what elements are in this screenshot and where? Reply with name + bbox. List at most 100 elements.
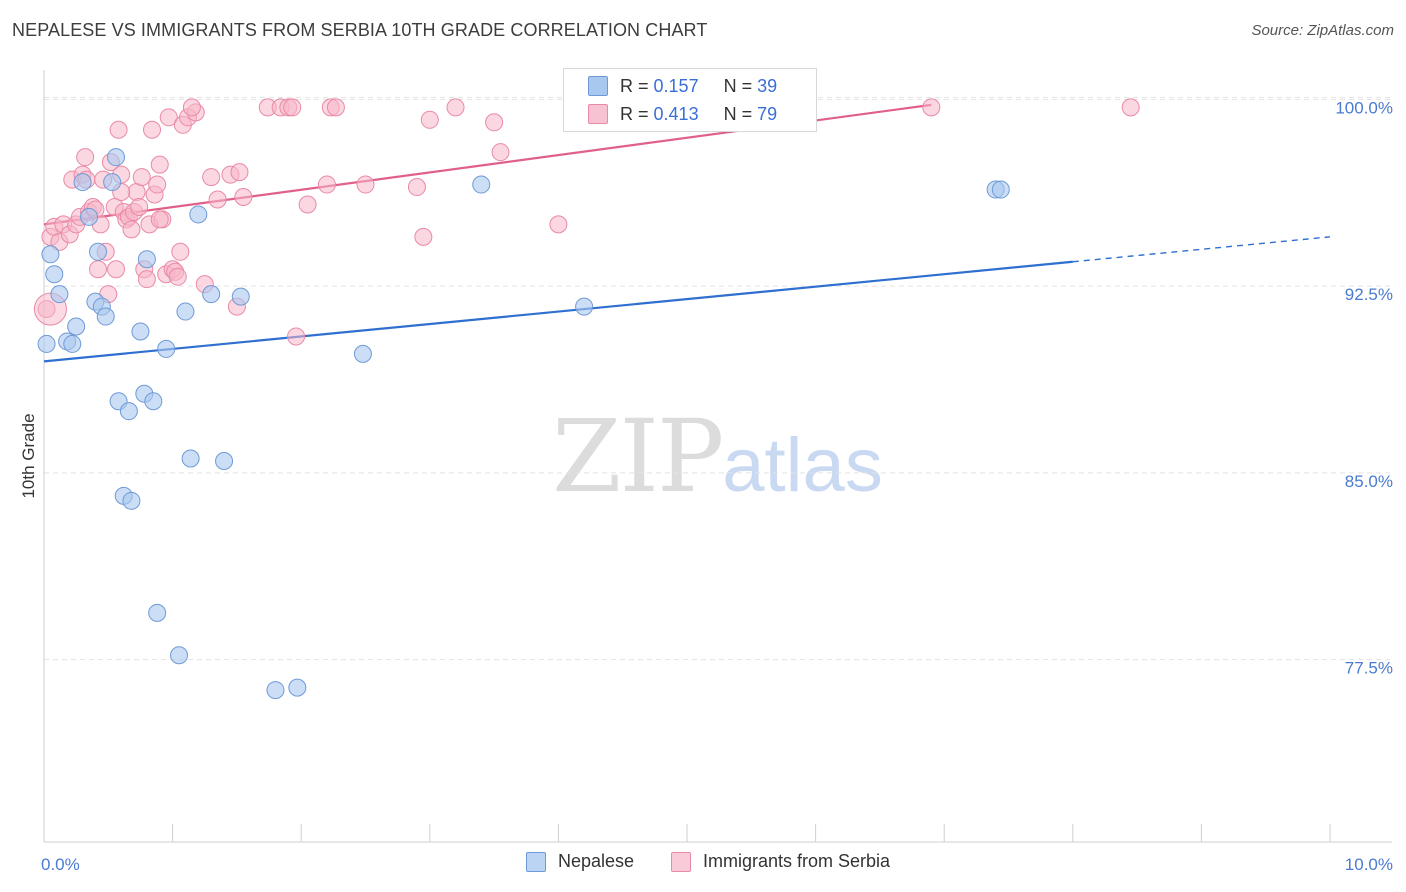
n-label: N = — [723, 103, 753, 124]
nepalese-point — [37, 334, 56, 353]
r-value: 0.157 — [653, 75, 699, 96]
nepalese-point — [144, 392, 163, 411]
nepalese-point — [472, 175, 491, 194]
watermark-atlas: atlas — [722, 423, 883, 508]
source-label: Source: ZipAtlas.com — [1251, 22, 1394, 39]
bottom-legend: Nepalese Immigrants from Serbia — [0, 851, 1406, 877]
axes — [43, 70, 1392, 843]
nepalese-point — [202, 285, 221, 304]
nepalese-point — [176, 302, 195, 321]
n-value: 79 — [757, 103, 778, 124]
serbia-point — [171, 242, 190, 261]
serbia-point — [130, 197, 149, 216]
serbia-point — [182, 98, 201, 117]
y-tick-label: 85.0% — [1345, 472, 1393, 491]
serbia-point — [326, 98, 345, 117]
serbia-point — [76, 148, 95, 167]
r-label: R = — [620, 103, 649, 124]
legend-item-serbia[interactable]: Immigrants from Serbia — [671, 851, 890, 872]
y-tick-label: 92.5% — [1345, 285, 1393, 304]
r-value: 0.413 — [653, 103, 699, 124]
serbia-point — [230, 163, 249, 182]
nepalese-point — [103, 173, 122, 192]
legend-nepalese-label: Nepalese — [558, 851, 635, 871]
serbia-point — [446, 98, 465, 117]
nepalese-point — [73, 173, 92, 192]
nepalese-point — [96, 307, 115, 326]
nepalese-point — [266, 681, 285, 700]
nepalese-point — [575, 297, 594, 316]
serbia-point — [208, 190, 227, 209]
serbia-point — [549, 215, 568, 234]
n-label: N = — [723, 75, 753, 96]
nepalese-point — [50, 285, 69, 304]
nepalese-point — [45, 265, 64, 284]
serbia-point — [202, 168, 221, 187]
serbia-swatch — [588, 104, 608, 124]
nepalese-trend-line — [43, 260, 1073, 363]
serbia-point — [414, 227, 433, 246]
nepalese-point — [67, 317, 86, 336]
nepalese-point — [353, 344, 372, 363]
y-tick-label: 77.5% — [1345, 659, 1393, 678]
chart-title: NEPALESE VS IMMIGRANTS FROM SERBIA 10TH … — [12, 20, 708, 40]
trend-lines — [43, 103, 1331, 363]
nepalese-point — [170, 646, 189, 665]
x-tick-label: 0.0% — [41, 855, 80, 874]
axis-labels: 100.0% 92.5% 85.0% 77.5% 0.0% 10.0% 10th Grade — [19, 98, 1393, 874]
serbia-point — [407, 178, 426, 197]
serbia-point — [356, 175, 375, 194]
serbia-point — [922, 98, 941, 117]
serbia-point — [122, 220, 141, 239]
nepalese-point — [119, 402, 138, 421]
serbia-point — [420, 110, 439, 129]
nepalese-point — [181, 449, 200, 468]
nepalese-swatch — [588, 76, 608, 96]
serbia-point — [137, 270, 156, 289]
serbia-point — [159, 108, 178, 127]
serbia-point — [298, 195, 317, 214]
nepalese-point — [137, 250, 156, 269]
serbia-point — [1121, 98, 1140, 117]
nepalese-point — [80, 207, 99, 226]
legend-item-nepalese[interactable]: Nepalese — [526, 851, 634, 872]
n-value: 39 — [757, 75, 778, 96]
y-tick-label: 100.0% — [1335, 98, 1393, 117]
nepalese-point — [991, 180, 1010, 199]
serbia-point — [150, 155, 169, 174]
series-nepalese-points — [37, 148, 1010, 700]
legend-serbia-label: Immigrants from Serbia — [703, 851, 891, 871]
serbia-point — [491, 143, 510, 162]
serbia-point — [234, 188, 253, 207]
serbia-point — [148, 175, 167, 194]
serbia-point — [485, 113, 504, 132]
stats-legend: R = 0.157 N = 39 R = 0.413 N = 79 — [563, 68, 817, 132]
serbia-swatch — [671, 851, 691, 872]
serbia-point — [168, 267, 187, 286]
nepalese-swatch — [526, 851, 546, 872]
nepalese-point — [107, 148, 126, 167]
legend-nepalese-text: R = 0.157 N = 39 — [620, 76, 777, 97]
gridlines — [44, 96, 1392, 661]
nepalese-point — [148, 603, 167, 622]
serbia-point — [150, 210, 169, 229]
serbia-point — [127, 183, 146, 202]
legend-serbia-text: R = 0.413 N = 79 — [620, 104, 777, 125]
nepalese-point — [41, 245, 60, 264]
nepalese-trend-extension — [1072, 236, 1331, 263]
nepalese-point — [89, 242, 108, 261]
watermark-zip: ZIP — [552, 398, 724, 515]
nepalese-point — [131, 322, 150, 341]
nepalese-point — [288, 678, 307, 697]
nepalese-point — [231, 287, 250, 306]
serbia-point — [287, 327, 306, 346]
nepalese-point — [157, 339, 176, 358]
nepalese-point — [215, 451, 234, 470]
x-tick-label: 10.0% — [1345, 855, 1393, 874]
nepalese-point — [63, 334, 82, 353]
serbia-point — [132, 168, 151, 187]
serbia-point — [283, 98, 302, 117]
r-label: R = — [620, 75, 649, 96]
serbia-point — [107, 260, 126, 279]
